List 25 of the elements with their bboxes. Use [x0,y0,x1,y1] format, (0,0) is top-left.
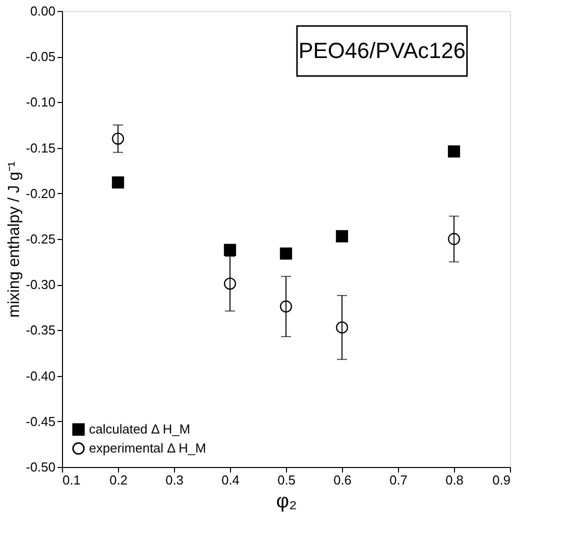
x-tick-label: 0.4 [221,472,240,488]
x-tick-label: 0.1 [62,472,81,488]
y-tick-label: -0.05 [26,49,56,64]
y-tick-label: -0.50 [26,460,56,474]
y-axis-title: mixing enthalpy / J g⁻¹ [6,161,23,318]
x-tick-label: 0.6 [333,472,352,488]
x-tick-label: 0.2 [109,472,128,488]
x-tick-label: 0.8 [445,472,464,488]
y-tick-label: -0.25 [26,232,56,246]
x-tick-label: 0.5 [277,472,296,488]
y-tick-label: -0.30 [26,277,56,292]
x-tick-label: 0.7 [389,472,408,488]
y-tick-label: 0.00 [30,4,56,18]
y-tick-label: -0.15 [26,140,56,156]
y-tick-label: -0.35 [26,322,56,338]
y-tick-label: -0.20 [26,186,56,201]
x-tick-label: 0.9 [492,472,510,488]
legend-label: experimental Δ H_M [89,440,206,456]
y-tick-label: -0.10 [26,94,56,110]
x-axis-title: φ₂ [276,490,297,512]
y-tick-label: -0.45 [26,414,56,429]
annotation: PEO46/PVAc126 [298,38,466,63]
y-tick-label: -0.40 [26,368,56,384]
x-tick-label: 0.3 [165,472,184,488]
legend-label: calculated Δ H_M [89,422,190,436]
